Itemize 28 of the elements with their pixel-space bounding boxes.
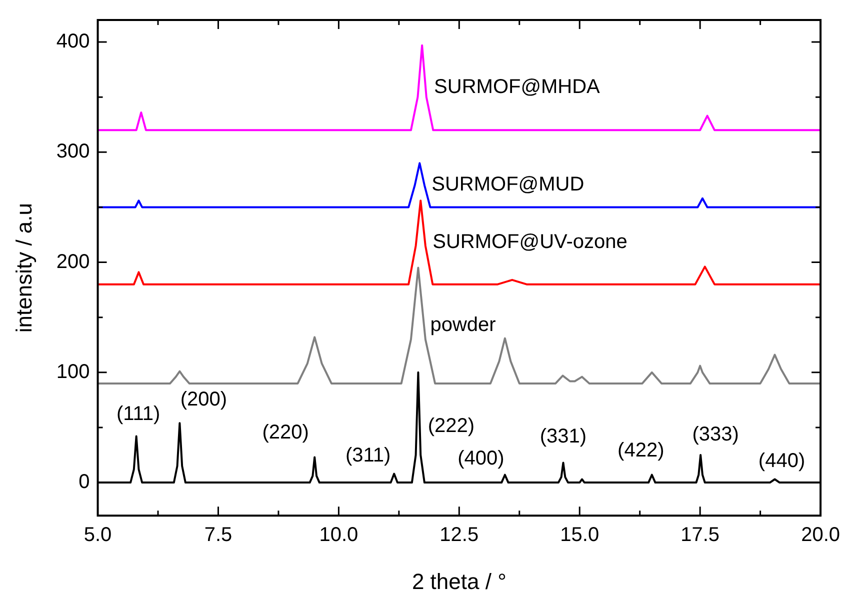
- series-label: SURMOF@UV-ozone: [432, 230, 628, 253]
- x-tick-label: 17.5: [680, 524, 720, 546]
- series-label: powder: [430, 314, 496, 336]
- annotation: (220): [262, 422, 309, 444]
- x-tick-label: 5.0: [84, 524, 112, 546]
- x-tick-label: 12.5: [440, 524, 479, 546]
- annotation: (440): [758, 450, 806, 472]
- series-label: SURMOF@MHDA: [434, 76, 601, 98]
- y-tick-label: 300: [56, 140, 90, 163]
- y-tick-label: 200: [56, 250, 90, 273]
- annotation: (200): [180, 388, 228, 411]
- annotation: (422): [618, 439, 664, 462]
- annotation: (111): [116, 402, 160, 425]
- annotation: (331): [540, 425, 587, 448]
- y-tick-label: 100: [56, 360, 90, 383]
- annotation: (400): [458, 447, 504, 470]
- y-tick-label: 400: [56, 30, 90, 53]
- annotation: (333): [692, 424, 739, 446]
- annotation: (222): [428, 414, 475, 437]
- y-axis-title: intensity / a.u: [11, 202, 36, 333]
- series-label: SURMOF@MUD: [432, 174, 584, 196]
- x-tick-label: 7.5: [204, 524, 232, 546]
- x-axis-title: 2 theta / °: [412, 568, 506, 594]
- x-tick-label: 10.0: [319, 524, 358, 546]
- x-tick-label: 20.0: [801, 524, 840, 546]
- x-tick-label: 15.0: [560, 524, 600, 546]
- annotation: (311): [345, 444, 391, 466]
- y-tick-label: 0: [78, 471, 90, 494]
